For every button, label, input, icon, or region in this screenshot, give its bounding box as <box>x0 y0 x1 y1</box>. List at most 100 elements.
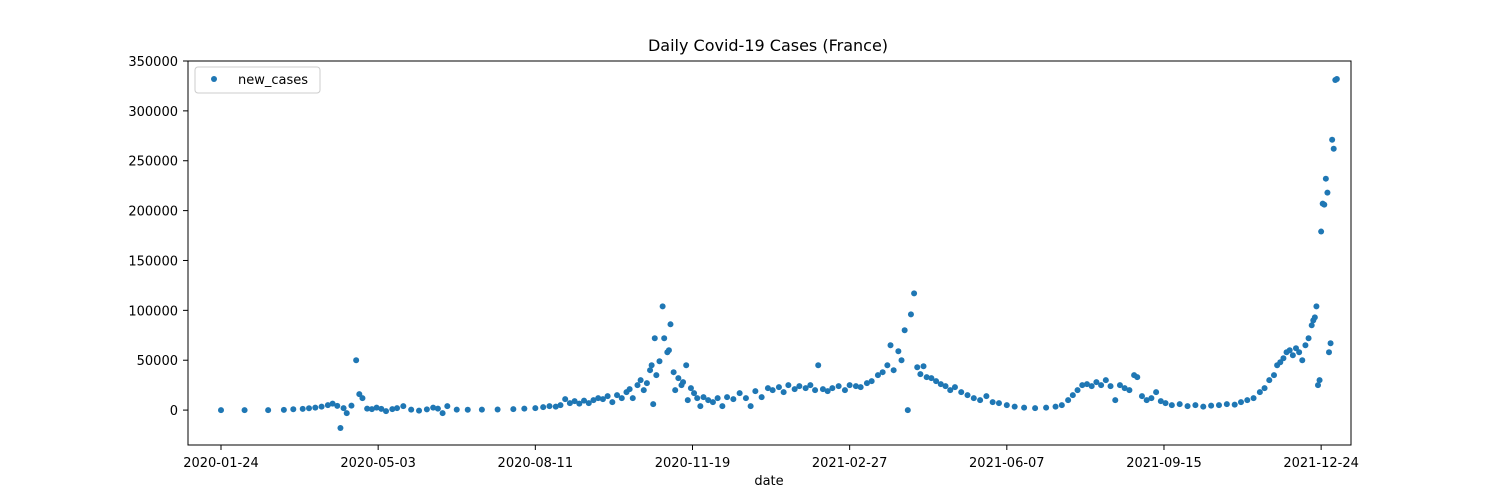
data-point <box>846 382 853 389</box>
data-point <box>868 378 875 385</box>
data-point <box>340 405 347 412</box>
data-point <box>780 389 787 396</box>
data-point <box>423 406 430 413</box>
x-axis-label: date <box>754 474 783 489</box>
data-point <box>1333 75 1340 82</box>
data-point <box>1256 389 1263 396</box>
data-point <box>874 372 881 379</box>
data-point <box>819 386 826 393</box>
data-point <box>656 358 663 365</box>
points-layer <box>218 75 1340 432</box>
data-point <box>1184 403 1191 410</box>
data-point <box>1011 403 1018 410</box>
data-point <box>1153 389 1160 396</box>
data-point <box>758 394 765 401</box>
data-point <box>898 357 905 364</box>
data-point <box>670 369 677 376</box>
data-point <box>747 403 754 410</box>
data-point <box>659 303 666 310</box>
legend-label: new_cases <box>238 73 308 88</box>
data-point <box>879 369 886 376</box>
plot-area <box>188 61 1351 445</box>
data-point <box>904 407 911 414</box>
data-point <box>650 401 657 408</box>
data-point <box>1326 349 1332 356</box>
data-point <box>1321 201 1328 208</box>
data-point <box>629 395 636 402</box>
data-point <box>532 405 539 412</box>
data-point <box>540 404 547 411</box>
data-point <box>634 382 641 389</box>
y-tick-label: 100000 <box>128 304 178 319</box>
data-point <box>1088 383 1095 390</box>
data-point <box>1302 342 1309 349</box>
data-point <box>829 385 836 392</box>
data-point <box>700 394 707 401</box>
x-tick-label: 2020-11-19 <box>655 456 731 471</box>
data-point <box>1299 357 1306 364</box>
data-point <box>1079 382 1086 389</box>
data-point <box>791 386 798 393</box>
data-point <box>917 371 924 378</box>
data-point <box>241 407 248 414</box>
y-tick-label: 200000 <box>128 205 178 220</box>
data-point <box>736 390 743 397</box>
data-point <box>665 347 672 354</box>
data-point <box>920 363 927 370</box>
data-point <box>1324 189 1331 196</box>
data-point <box>1032 405 1039 412</box>
data-point <box>1192 402 1199 409</box>
data-point <box>752 388 759 395</box>
data-point <box>521 405 528 412</box>
data-point <box>764 385 771 392</box>
data-point <box>618 395 625 402</box>
data-point <box>730 396 737 403</box>
x-tick-label: 2021-12-24 <box>1283 456 1359 471</box>
data-point <box>609 399 616 406</box>
data-point <box>983 393 990 400</box>
data-point <box>691 390 698 397</box>
data-point <box>1250 395 1257 402</box>
data-point <box>546 403 553 410</box>
data-point <box>1313 303 1320 310</box>
data-point <box>1315 382 1321 389</box>
data-point <box>318 403 325 410</box>
data-point <box>1157 398 1164 405</box>
data-point <box>334 402 341 409</box>
data-point <box>705 397 712 404</box>
data-point <box>494 406 501 413</box>
data-point <box>942 383 949 390</box>
data-point <box>1143 397 1150 404</box>
x-tick-label: 2021-09-15 <box>1126 456 1202 471</box>
x-tick-label: 2020-08-11 <box>498 456 574 471</box>
data-point <box>719 403 726 410</box>
data-point <box>714 395 721 402</box>
data-point <box>343 410 350 417</box>
data-point <box>724 394 731 401</box>
data-point <box>453 406 460 413</box>
data-point <box>1231 401 1238 408</box>
data-point <box>306 405 313 412</box>
data-point <box>995 400 1002 407</box>
data-point <box>1327 340 1334 347</box>
data-point <box>1069 392 1076 399</box>
data-point <box>648 362 655 369</box>
data-point <box>1052 403 1059 410</box>
data-point <box>595 395 602 402</box>
data-point <box>989 399 996 406</box>
data-point <box>383 408 390 415</box>
y-tick-label: 300000 <box>128 105 178 120</box>
data-point <box>1266 377 1273 384</box>
data-point <box>585 400 592 407</box>
y-tick-label: 50000 <box>137 354 178 369</box>
data-point <box>901 327 908 334</box>
data-point <box>675 375 682 382</box>
data-point <box>1148 395 1155 402</box>
data-point <box>1065 397 1072 404</box>
data-point <box>887 342 894 349</box>
data-point <box>1107 383 1114 390</box>
data-point <box>841 387 848 394</box>
data-point <box>709 399 716 406</box>
data-point <box>667 321 674 328</box>
data-point <box>1083 381 1090 388</box>
